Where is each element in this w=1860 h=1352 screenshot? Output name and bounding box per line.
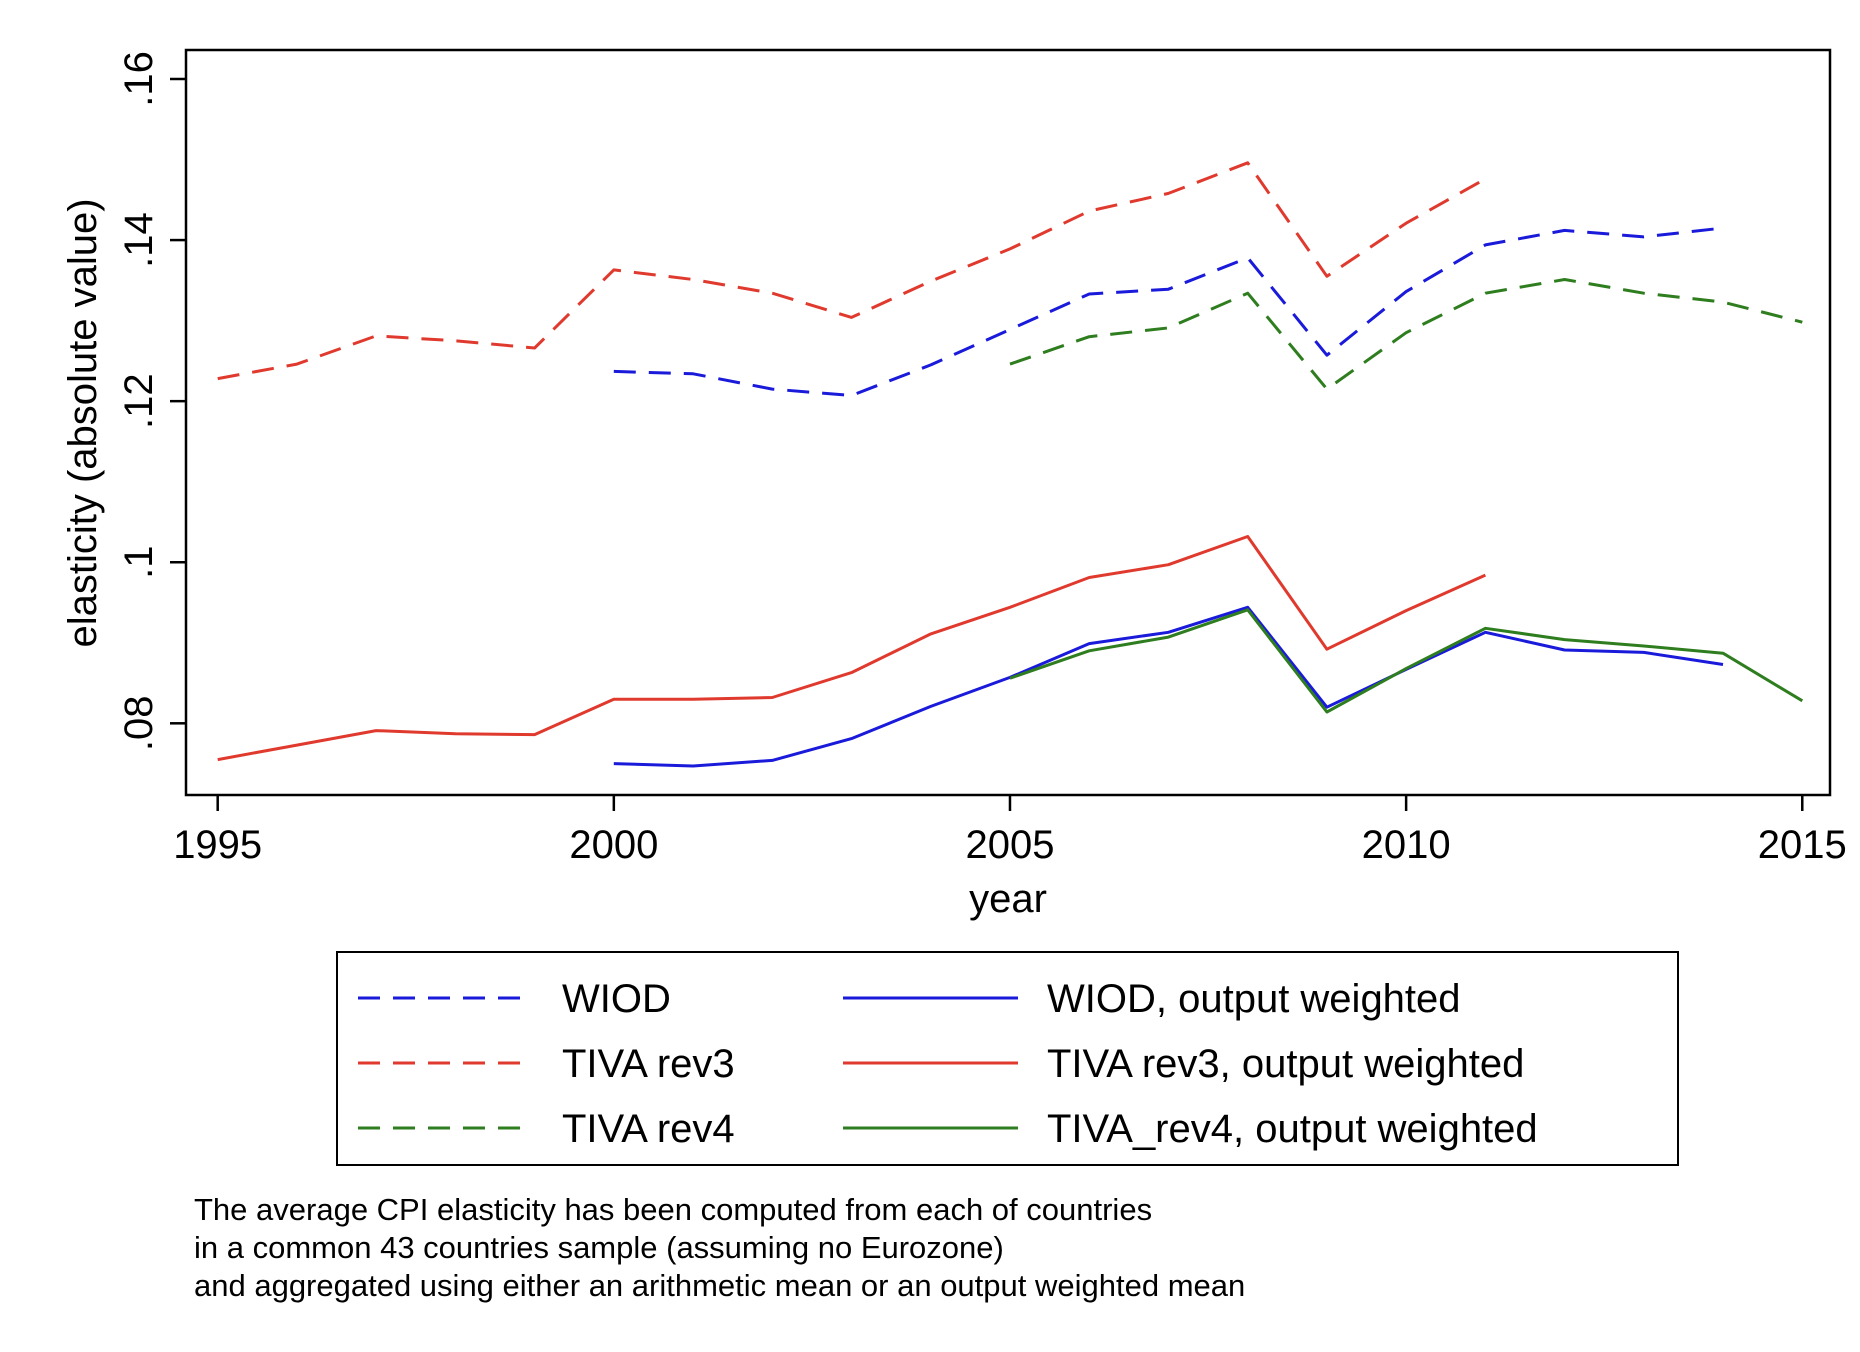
note-line-3: and aggregated using either an arithmeti… <box>194 1268 1246 1303</box>
x-axis: 1995 2000 2005 2010 2015 <box>173 795 1847 867</box>
legend: WIOD TIVA rev3 TIVA rev4 WIOD, output weigh… <box>336 951 1679 1166</box>
plot-frame <box>184 48 1832 797</box>
x-tick-label: 1995 <box>173 823 262 867</box>
series-line-tiva-rev4 <box>1009 278 1803 391</box>
y-tick-label: .1 <box>117 546 161 579</box>
legend-label-tiva-rev4-output-weighted: TIVA_rev4, output weighted <box>1047 1107 1538 1151</box>
legend-label-wiod: WIOD <box>562 977 671 1021</box>
x-tick-label: 2010 <box>1362 823 1451 867</box>
legend-label-tiva-rev4: TIVA rev4 <box>562 1107 735 1151</box>
series-line-tiva-rev3-output-weighted <box>217 535 1487 762</box>
y-tick-label: .14 <box>117 212 161 268</box>
y-tick-label: .16 <box>117 51 161 107</box>
series-line-tiva-rev3 <box>217 161 1487 381</box>
y-axis: .08 .1 .12 .14 .16 <box>117 51 186 751</box>
x-tick-label: 2005 <box>965 823 1054 867</box>
y-tick-label: .12 <box>117 373 161 429</box>
note-line-2: in a common 43 countries sample (assumin… <box>194 1230 1004 1265</box>
x-axis-title: year <box>969 877 1047 921</box>
legend-label-tiva-rev3: TIVA rev3 <box>562 1042 735 1086</box>
x-tick-label: 2000 <box>569 823 658 867</box>
x-tick-label: 2015 <box>1758 823 1847 867</box>
y-axis-title: elasticity (absolute value) <box>61 198 105 647</box>
y-tick-label: .08 <box>117 696 161 752</box>
legend-label-wiod-output-weighted: WIOD, output weighted <box>1047 977 1461 1021</box>
series-line-wiod <box>613 226 1724 397</box>
legend-label-tiva-rev3-output-weighted: TIVA rev3, output weighted <box>1047 1042 1524 1086</box>
note-line-1: The average CPI elasticity has been comp… <box>194 1192 1153 1227</box>
legend-box <box>336 951 1679 1166</box>
series-line-wiod-output-weighted <box>613 605 1724 768</box>
series-line-tiva-rev4-output-weighted <box>1009 608 1804 714</box>
series-layer <box>217 161 1804 768</box>
